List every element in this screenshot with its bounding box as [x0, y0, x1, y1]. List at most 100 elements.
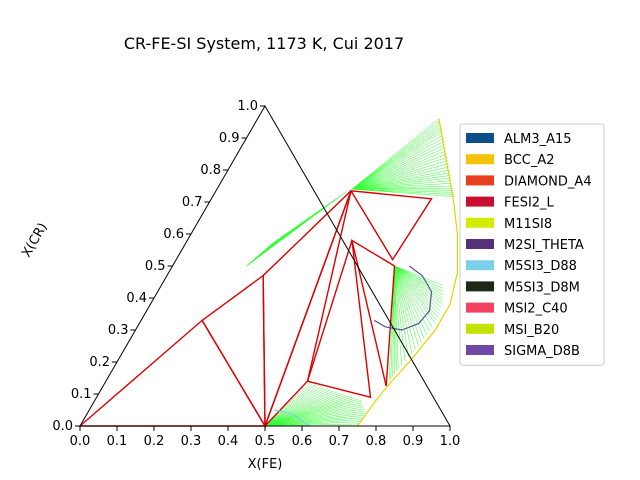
- three-phase-triangle: [264, 190, 352, 427]
- legend-swatch: [466, 281, 494, 292]
- tie-line: [394, 265, 425, 339]
- tie-line: [351, 127, 442, 190]
- tie-line: [351, 147, 446, 190]
- tie-line: [264, 410, 365, 427]
- y-tick-label: 0.3: [108, 323, 129, 338]
- x-tick-label: 0.1: [107, 434, 128, 449]
- x-tick-label: 1.0: [440, 434, 461, 449]
- legend: ALM3_A15 BCC_A2 DIAMOND_A4 FESI2_L M11SI8 M2S…: [459, 123, 605, 366]
- tie-line: [351, 187, 453, 190]
- tie-line: [264, 421, 360, 427]
- tie-line: [351, 163, 449, 190]
- y-tick-label: 1.0: [237, 99, 258, 114]
- tie-line: [264, 383, 314, 427]
- legend-box: [459, 123, 605, 366]
- tie-line: [351, 169, 451, 190]
- tie-line: [351, 131, 443, 190]
- tie-line: [351, 150, 447, 190]
- x-tick-label: 0.3: [181, 434, 202, 449]
- tie-line: [394, 265, 443, 296]
- y-tick-label: 0.6: [163, 227, 184, 242]
- legend-swatch: [466, 345, 494, 355]
- chart-title: CR-FE-SI System, 1173 K, Cui 2017: [124, 34, 404, 53]
- tie-line: [394, 265, 419, 347]
- y-tick-label: 0.9: [219, 131, 240, 146]
- tie-line: [351, 134, 444, 190]
- tie-line: [351, 137, 444, 190]
- tie-line: [351, 166, 450, 190]
- tie-line: [394, 265, 443, 289]
- tie-line: [351, 118, 440, 190]
- tie-line: [264, 391, 337, 427]
- tie-line: [264, 406, 364, 427]
- tie-line: [264, 384, 317, 427]
- tie-line: [264, 404, 363, 427]
- y-axis: 0.0 0.1 0.2 0.3 0.4 0.5 0.6 0.7 0.8 0.9 1.0: [52, 99, 265, 434]
- y-tick-label: 0.5: [145, 259, 166, 274]
- x-tick-label: 0.7: [329, 434, 350, 449]
- tie-line: [394, 265, 443, 286]
- tie-line: [394, 265, 441, 311]
- tie-line: [264, 394, 346, 427]
- legend-label: DIAMOND_A4: [504, 174, 592, 189]
- tie-line: [351, 183, 452, 190]
- legend-swatch: [466, 196, 494, 207]
- x-axis: 0.0 0.1 0.2 0.3 0.4 0.5 0.6 0.7 0.8 0.9 1.0: [70, 426, 461, 449]
- m5si3-boundary: [274, 409, 310, 427]
- x-tick-label: 0.6: [292, 434, 313, 449]
- tie-line: [264, 393, 343, 427]
- x-tick-label: 0.4: [218, 434, 239, 449]
- tie-line: [264, 417, 363, 427]
- legend-swatch: [466, 302, 494, 313]
- tie-line: [394, 265, 409, 358]
- tie-line: [394, 265, 416, 350]
- tie-line: [394, 265, 399, 369]
- tie-line: [394, 265, 433, 328]
- tie-line: [351, 185, 452, 190]
- legend-swatch: [466, 217, 494, 228]
- three-phase-triangle: [201, 274, 266, 429]
- x-axis-label: X(FE): [248, 457, 283, 472]
- tie-line: [351, 188, 455, 197]
- legend-label: ALM3_A15: [504, 132, 572, 147]
- x-tick-label: 0.8: [366, 434, 387, 449]
- bcc-boundary: [357, 118, 458, 427]
- tie-line: [246, 191, 348, 267]
- legend-swatch: [466, 239, 494, 249]
- tie-line: [394, 265, 443, 292]
- tie-line: [351, 175, 451, 190]
- tie-line: [394, 265, 436, 324]
- tie-line: [394, 265, 413, 354]
- legend-swatch: [466, 323, 494, 334]
- tie-line: [264, 402, 362, 427]
- tie-line: [264, 386, 322, 427]
- legend-label: M2SI_THETA: [504, 238, 584, 253]
- tie-line: [264, 389, 331, 427]
- tie-line: [264, 390, 334, 427]
- tie-line: [394, 265, 438, 318]
- tie-line: [394, 265, 443, 305]
- tie-line: [351, 140, 445, 190]
- tie-line: [351, 144, 446, 190]
- tie-line: [351, 177, 451, 190]
- tie-line: [351, 188, 454, 191]
- tie-line: [264, 392, 340, 427]
- y-tick-label: 0.1: [71, 387, 92, 402]
- legend-label: M11SI8: [504, 217, 552, 232]
- tie-line: [351, 180, 452, 190]
- tie-line: [264, 408, 364, 427]
- tie-line: [394, 265, 443, 302]
- x-tick-label: 0.2: [144, 434, 165, 449]
- y-axis-label: X(CR): [19, 220, 51, 260]
- tie-line: [351, 188, 454, 193]
- legend-label: M5SI3_D88: [504, 259, 577, 274]
- legend-swatch: [466, 175, 494, 186]
- tie-line: [351, 156, 448, 190]
- legend-label: FESI2_L: [504, 196, 555, 211]
- y-tick-label: 0.2: [89, 355, 110, 370]
- tie-line: [351, 120, 440, 190]
- tie-line: [264, 387, 325, 427]
- three-phase-triangle: [349, 189, 433, 261]
- tie-line: [264, 412, 365, 427]
